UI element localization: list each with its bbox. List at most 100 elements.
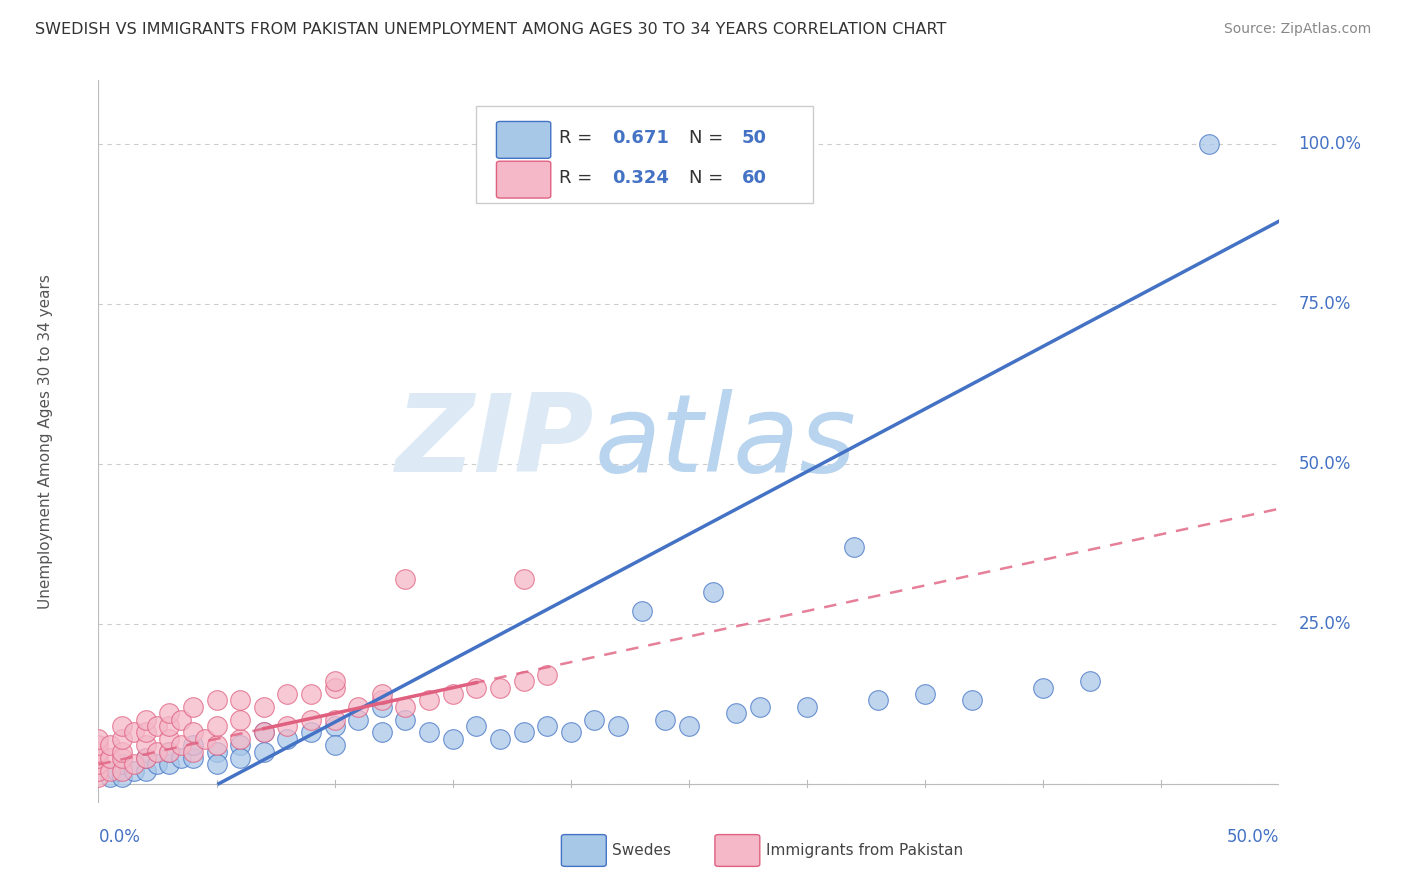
Point (1080, 674, 1102, 689)
Point (323, 681, 346, 695)
Text: ZIP: ZIP (396, 389, 595, 494)
Point (1032, 681, 1054, 695)
Point (866, 693, 889, 707)
FancyBboxPatch shape (561, 835, 606, 866)
Point (146, 757, 169, 772)
Point (194, 731, 217, 746)
Point (122, 725, 145, 739)
Point (111, 719, 134, 733)
Text: atlas: atlas (595, 389, 856, 494)
Point (87, 738, 110, 752)
Point (371, 725, 394, 739)
Point (135, 725, 157, 739)
Point (323, 738, 346, 752)
Text: 100.0%: 100.0% (1298, 136, 1361, 153)
Point (87, 757, 110, 772)
Point (512, 572, 534, 586)
FancyBboxPatch shape (496, 161, 551, 198)
Text: Source: ZipAtlas.com: Source: ZipAtlas.com (1223, 22, 1371, 37)
Point (371, 699, 394, 714)
Point (489, 731, 512, 746)
Point (536, 668, 558, 682)
Point (135, 713, 157, 727)
Point (371, 687, 394, 701)
Point (157, 706, 180, 721)
Point (630, 604, 652, 618)
Point (87, 731, 110, 746)
Point (98, 751, 121, 765)
Point (170, 738, 193, 752)
Point (276, 719, 298, 733)
Text: 50.0%: 50.0% (1227, 829, 1279, 847)
Text: SWEDISH VS IMMIGRANTS FROM PAKISTAN UNEMPLOYMENT AMONG AGES 30 TO 34 YEARS CORRE: SWEDISH VS IMMIGRANTS FROM PAKISTAN UNEM… (35, 22, 946, 37)
Point (253, 725, 276, 739)
Point (394, 572, 416, 586)
Point (323, 674, 346, 689)
Point (844, 540, 866, 554)
Point (962, 693, 984, 707)
Point (654, 713, 676, 727)
Text: R =: R = (560, 169, 598, 186)
Point (394, 699, 416, 714)
Point (87, 770, 110, 784)
Text: 0.0%: 0.0% (98, 829, 141, 847)
Point (98, 764, 121, 778)
Point (536, 719, 558, 733)
Point (1198, 137, 1220, 152)
FancyBboxPatch shape (714, 835, 759, 866)
Point (111, 731, 134, 746)
Point (465, 719, 488, 733)
Point (170, 751, 193, 765)
Text: 50.0%: 50.0% (1298, 455, 1351, 473)
Point (146, 719, 169, 733)
Point (489, 681, 512, 695)
Point (181, 725, 204, 739)
Point (512, 725, 534, 739)
Point (441, 731, 464, 746)
Point (725, 706, 748, 721)
Point (748, 699, 770, 714)
Point (122, 757, 145, 772)
Point (299, 725, 322, 739)
Point (276, 731, 298, 746)
Point (323, 713, 346, 727)
Point (146, 745, 169, 759)
Text: Unemployment Among Ages 30 to 34 years: Unemployment Among Ages 30 to 34 years (38, 274, 53, 609)
Point (111, 745, 134, 759)
Point (441, 687, 464, 701)
Point (465, 681, 488, 695)
Text: R =: R = (560, 129, 598, 147)
Point (122, 764, 145, 778)
Point (418, 725, 440, 739)
Point (299, 713, 322, 727)
Text: Swedes: Swedes (612, 843, 671, 858)
Text: 50: 50 (742, 129, 768, 147)
Point (87, 751, 110, 765)
Point (205, 719, 228, 733)
FancyBboxPatch shape (496, 121, 551, 158)
Point (111, 757, 134, 772)
Point (181, 699, 204, 714)
Point (170, 713, 193, 727)
Point (98, 738, 121, 752)
Point (560, 725, 582, 739)
Text: N =: N = (689, 129, 728, 147)
Point (371, 693, 394, 707)
Point (135, 751, 157, 765)
Point (181, 745, 204, 759)
Point (229, 751, 252, 765)
Point (157, 719, 180, 733)
Point (98, 770, 121, 784)
Point (135, 738, 157, 752)
Point (347, 713, 370, 727)
Point (157, 757, 180, 772)
Point (157, 745, 180, 759)
Text: 75.0%: 75.0% (1298, 295, 1351, 313)
Point (157, 731, 180, 746)
Point (299, 687, 322, 701)
Point (111, 764, 134, 778)
Point (914, 687, 936, 701)
Point (135, 751, 157, 765)
Point (181, 751, 204, 765)
Point (205, 745, 228, 759)
